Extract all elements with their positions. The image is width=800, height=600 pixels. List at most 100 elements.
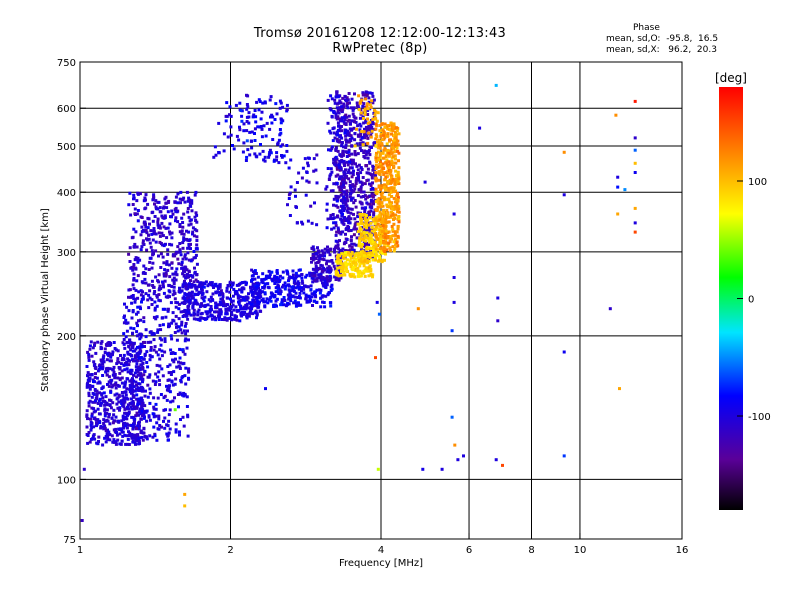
data-point [261,297,265,301]
data-point [325,249,329,253]
data-point [136,351,140,355]
data-point [376,205,380,209]
data-point [370,273,374,277]
data-point [128,353,132,356]
data-point [385,220,389,224]
data-point [148,418,152,422]
data-point [337,101,341,105]
data-point [167,199,171,203]
data-point [616,175,620,179]
data-point [378,202,382,206]
data-point [275,158,278,162]
data-point [151,210,155,214]
data-point [380,143,384,147]
data-point [168,390,172,394]
data-point [246,148,250,152]
data-point [329,213,333,217]
data-point [129,326,133,330]
data-point [95,394,99,398]
data-point [337,247,341,251]
data-point [383,239,387,242]
data-point [194,278,198,282]
data-point [141,297,145,301]
data-point [130,354,134,358]
data-point [133,407,136,411]
data-point [87,391,91,395]
data-point [216,290,219,294]
data-point [345,209,349,213]
data-point [260,110,264,114]
data-point [376,140,379,144]
data-point [144,335,148,339]
data-point [158,357,162,361]
data-point [141,290,144,294]
data-point [341,160,345,164]
data-point [161,374,165,378]
data-point [183,279,186,283]
data-point [166,307,170,311]
data-point [162,206,165,210]
data-point [325,185,329,189]
data-point [347,154,351,157]
data-point [300,286,304,290]
data-point [392,240,396,244]
data-point [143,196,147,200]
data-point [154,372,158,376]
data-point [380,132,384,136]
data-point [378,129,382,133]
data-point [217,311,221,315]
data-point [359,274,363,278]
data-point [187,338,190,342]
data-point [323,284,327,288]
data-point [231,303,235,307]
data-point [198,318,202,322]
data-point [300,273,304,276]
data-point [168,242,172,246]
data-point [366,171,370,175]
data-point [354,227,358,231]
data-point [183,339,187,343]
data-point [168,384,171,388]
data-point [181,241,185,245]
data-point [345,189,349,193]
data-point [150,332,154,336]
data-point [156,353,160,357]
data-point [125,426,129,430]
data-point [263,284,267,288]
data-point [340,141,344,145]
data-point [112,440,116,444]
data-point [253,139,257,142]
data-point [374,153,378,157]
data-point [139,293,143,297]
data-point [150,303,154,306]
data-point [180,320,184,324]
data-point [165,262,169,266]
data-point [110,353,114,357]
data-point [347,177,351,181]
data-point [156,396,160,400]
data-point [352,115,356,118]
data-point [383,125,387,129]
data-point [393,233,397,237]
data-point [376,237,380,241]
data-point [203,305,207,308]
data-point [262,286,266,290]
data-point [334,112,338,116]
data-point [162,291,166,295]
data-point [278,106,282,110]
data-point [360,242,364,246]
data-point [86,417,89,421]
data-point [130,294,134,298]
data-point [231,294,235,298]
data-point [328,259,332,263]
data-point [259,295,263,299]
data-point [148,434,152,438]
data-point [157,280,161,284]
data-point [261,290,265,294]
data-point [383,258,386,262]
data-point [232,287,236,291]
data-point [86,378,90,382]
data-point [369,135,373,139]
data-point [365,226,369,230]
data-point [219,291,222,294]
